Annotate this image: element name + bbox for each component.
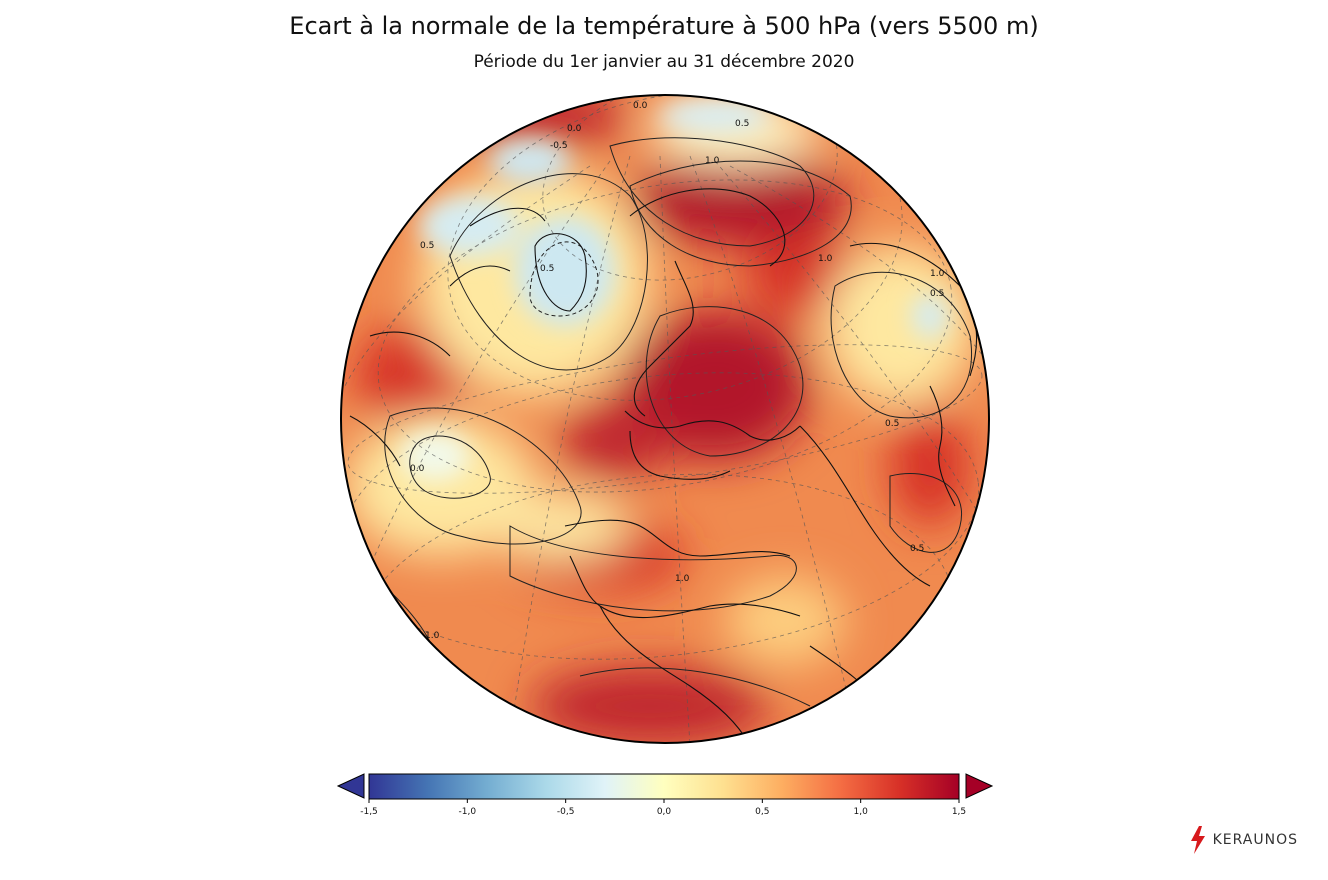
logo-text: KERAUNOS [1212,832,1298,848]
contour-label: 0.5 [885,419,899,429]
contour-label: 0.5 [540,264,554,274]
colorbar-min-arrow [336,773,365,799]
contour-label: 0.0 [567,124,582,134]
colorbar-tick-label: -0,5 [557,807,575,817]
globe-outline [340,94,990,744]
colorbar: -1,5 -1,0 -0,5 0,0 0,5 1,0 1,5 [336,773,994,817]
colorbar-tick-label: 1,0 [854,807,869,817]
contour-label: 0.5 [735,119,749,129]
colorbar-max-arrow [965,773,994,799]
contour-label: 1.0 [818,254,833,264]
globe-map: 0.0 0.5 -0.5 1.0 0.5 0.0 0.5 1.0 0.5 0.0… [340,94,990,744]
contour-label: 1.0 [425,631,440,641]
contour-label: 0.5 [420,241,434,251]
contour-label: 1.0 [675,574,690,584]
anomaly-neutral-siberia [825,246,975,406]
colorbar-tick-label: -1,0 [459,807,477,817]
anomaly-warm-arctic [630,156,850,246]
contour-label-group: 0.0 0.5 -0.5 1.0 0.5 0.0 0.5 1.0 0.5 0.0… [410,101,945,641]
keraunos-logo: KERAUNOS [1189,826,1298,854]
colorbar-gradient [368,773,960,800]
contour-label: 0.0 [633,101,648,111]
lightning-bolt-icon [1190,826,1205,854]
contour-label: 1.0 [705,156,720,166]
map-title: Ecart à la normale de la température à 5… [289,12,1039,40]
contour-label: 1.0 [930,269,945,279]
anomaly-neutral-atlantic [345,416,535,556]
coastlines [349,188,978,743]
colorbar-tick-label: 0,5 [755,807,769,817]
colorbar-tick-label: -1,5 [360,807,378,817]
contour-label: -0.5 [550,141,568,151]
anomaly-cold-greenland [515,216,615,326]
contour-label: 0.0 [410,464,425,474]
colorbar-tick-label: 1,5 [952,807,966,817]
map-subtitle: Période du 1er janvier au 31 décembre 20… [473,52,855,72]
contour-label: 0.5 [930,289,944,299]
colorbar-tick-label: 0,0 [657,807,672,817]
colorbar-ticks: -1,5 -1,0 -0,5 0,0 0,5 1,0 1,5 [360,799,966,817]
contour-label: 0.5 [910,544,924,554]
